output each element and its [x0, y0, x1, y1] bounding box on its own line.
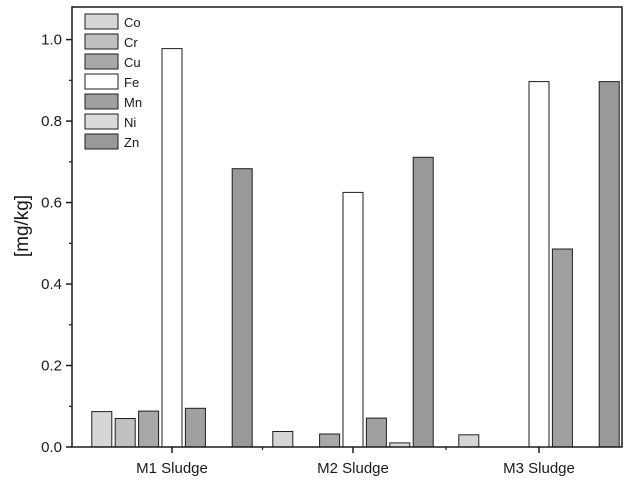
- bar-zn-2: [412, 156, 434, 448]
- bar-co-3: [458, 434, 480, 448]
- legend-swatch-co: [84, 13, 119, 30]
- bar-fe-2: [342, 191, 364, 448]
- bar-mn-3: [551, 248, 573, 448]
- y-tick-label: 0.8: [41, 113, 62, 130]
- legend-swatch-zn: [84, 133, 119, 150]
- y-axis-title: [mg/kg]: [12, 195, 33, 257]
- legend-label-ni: Ni: [124, 115, 136, 130]
- y-tick-label: 0.4: [41, 276, 62, 293]
- bar-cu-1: [138, 410, 160, 448]
- legend-swatch-ni: [84, 113, 119, 130]
- legend-label-mn: Mn: [124, 95, 142, 110]
- legend-label-cr: Cr: [124, 35, 138, 50]
- bar-zn-1: [231, 168, 253, 448]
- legend-label-fe: Fe: [124, 75, 139, 90]
- y-tick-label: 0.6: [41, 195, 62, 212]
- legend: Co Cr Cu Fe Mn Ni Zn: [84, 13, 142, 150]
- bar-mn-1: [184, 407, 206, 448]
- y-tick-label: 0.2: [41, 358, 62, 375]
- x-tick-label: M3 Sludge: [503, 460, 575, 477]
- x-tick-label: M1 Sludge: [136, 460, 208, 477]
- bar-co-1: [91, 411, 113, 448]
- bar-mn-2: [365, 417, 387, 448]
- y-tick-label: 0.0: [41, 439, 62, 456]
- legend-swatch-fe: [84, 73, 119, 90]
- legend-label-zn: Zn: [124, 135, 139, 150]
- bar-zn-3: [598, 81, 620, 448]
- bar-co-2: [272, 431, 294, 448]
- plot-frame: [71, 6, 623, 448]
- x-tick-label: M2 Sludge: [317, 460, 389, 477]
- legend-label-co: Co: [124, 15, 141, 30]
- y-tick-label: 1.0: [41, 32, 62, 49]
- legend-swatch-mn: [84, 93, 119, 110]
- axes-layer: 0.0 0.2 0.4 0.6 0.8 1.0 M1 Sludge M2 Sludge M3 S…: [41, 6, 623, 477]
- bar-fe-1: [161, 48, 183, 448]
- bar-cu-2: [319, 433, 341, 448]
- bars-layer: [91, 48, 620, 448]
- legend-swatch-cr: [84, 33, 119, 50]
- legend-label-cu: Cu: [124, 55, 141, 70]
- legend-swatch-cu: [84, 53, 119, 70]
- bar-cr-1: [114, 418, 136, 448]
- bar-fe-3: [528, 81, 550, 448]
